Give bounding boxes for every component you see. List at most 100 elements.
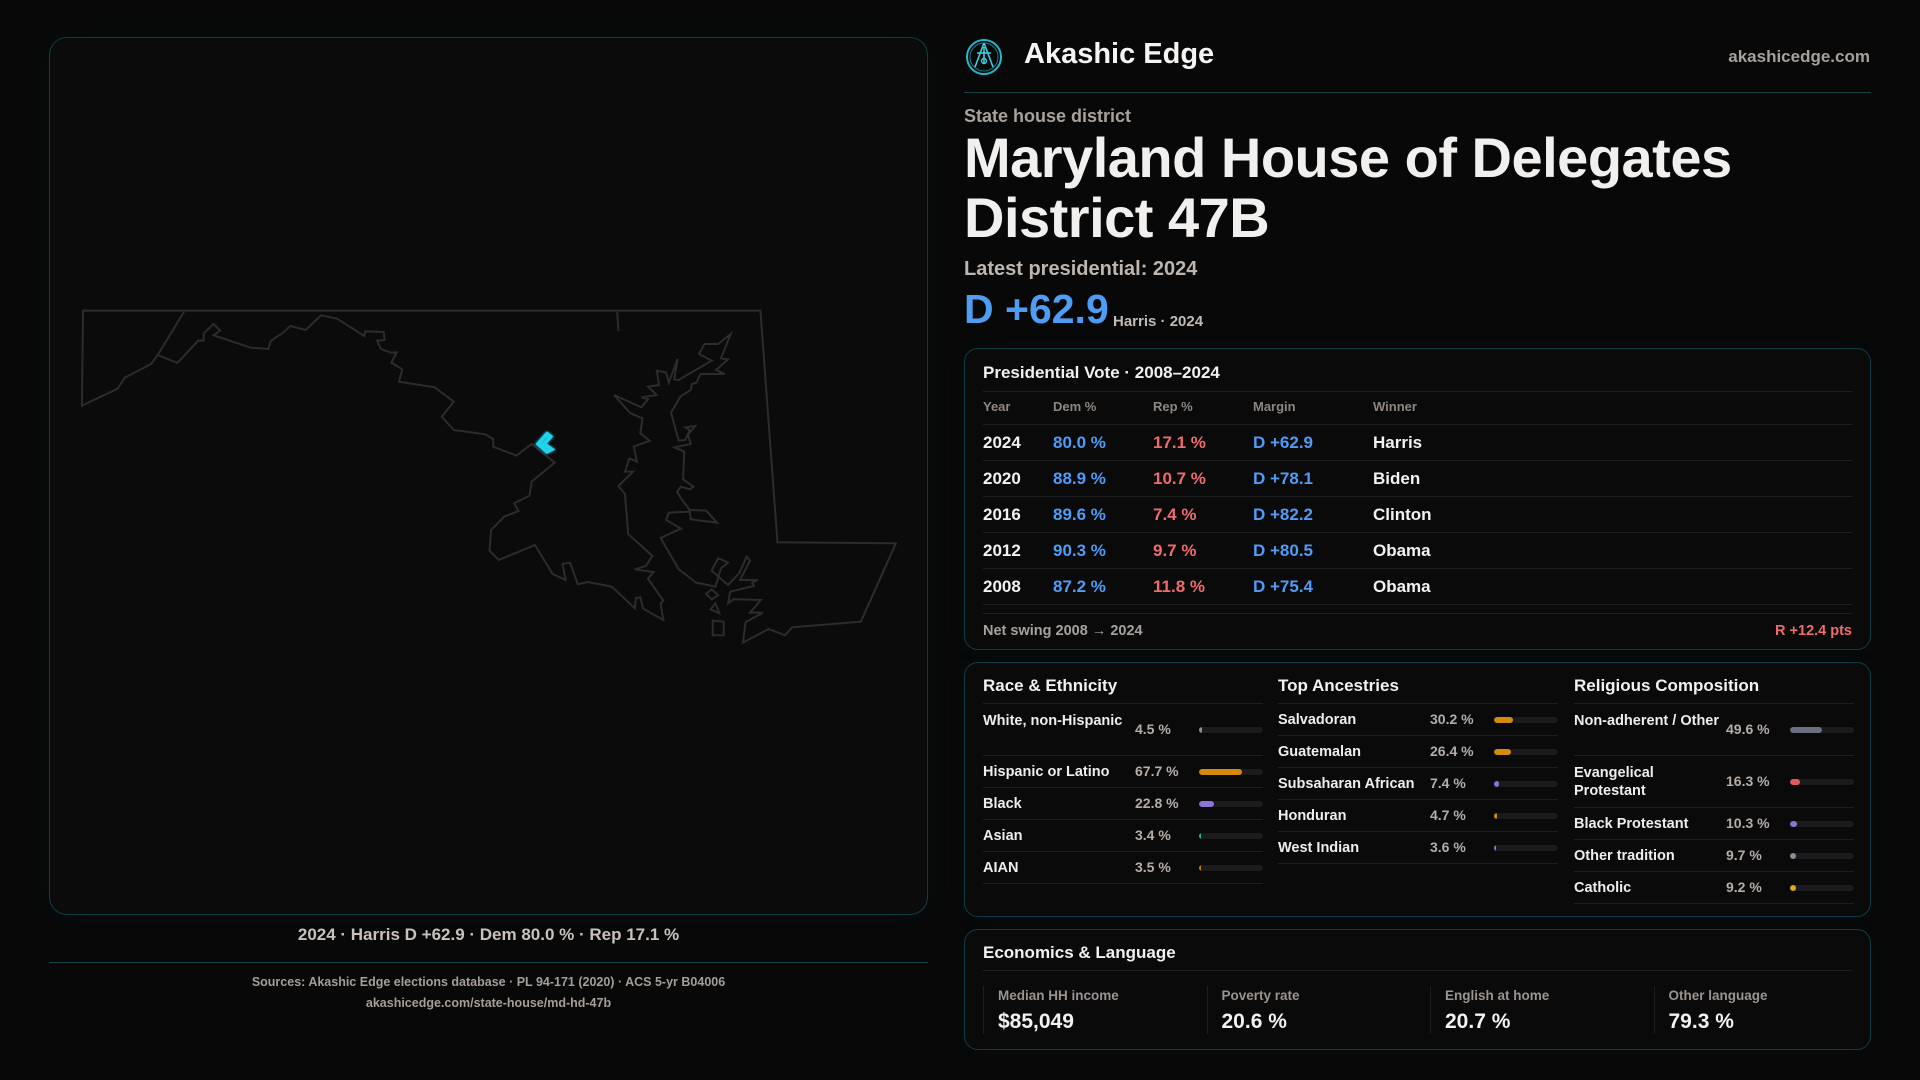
cell-dem: 87.2 %: [1053, 577, 1106, 596]
district-type: State house district: [964, 106, 1132, 126]
cell-margin: D +82.2: [1253, 505, 1314, 524]
item-bar: [1790, 885, 1854, 891]
cell-rep: 17.1 %: [1153, 433, 1206, 452]
item-value: 26.4 %: [1430, 743, 1474, 759]
site-link[interactable]: akashicedge.com: [1728, 47, 1870, 66]
item-bar-fill: [1790, 885, 1796, 891]
cell-winner: Obama: [1373, 577, 1431, 596]
cell-year: 2012: [983, 541, 1021, 560]
cell-rep: 9.7 %: [1153, 541, 1197, 560]
divider: [983, 460, 1852, 461]
item-value: 10.3 %: [1726, 815, 1770, 831]
map-caption: 2024 · Harris D +62.9 · Dem 80.0 % · Rep…: [297, 925, 680, 944]
cell-rep: 7.4 %: [1153, 505, 1197, 524]
presidential-vote-card: Presidential Vote · 2008–2024 Year Dem % R…: [964, 348, 1871, 650]
column-header: Year: [983, 399, 1011, 414]
stat-label: Other language: [1668, 988, 1768, 1003]
stat-value: 20.7 %: [1445, 1010, 1511, 1033]
ancestries-section: Top Ancestries Salvadoran 30.2 % Guatemal…: [1278, 663, 1558, 916]
stat-divider: [1430, 986, 1431, 1034]
headline-margin-sub: Harris · 2024: [1113, 313, 1204, 330]
table-row[interactable]: 2020 88.9 % 10.7 % D +78.1 Biden: [965, 461, 1870, 497]
item-bar: [1199, 833, 1263, 839]
net-swing-value: R +12.4 pts: [1775, 623, 1852, 639]
cell-year: 2016: [983, 505, 1021, 524]
map-panel[interactable]: [49, 37, 928, 915]
akashic-seal-icon: [966, 39, 1002, 75]
item-bar-fill: [1494, 845, 1497, 851]
cell-year: 2020: [983, 469, 1021, 488]
item-bar: [1199, 801, 1263, 807]
divider: [983, 703, 1263, 704]
divider: [983, 532, 1852, 533]
item-value: 9.2 %: [1726, 879, 1762, 895]
item-bar: [1790, 727, 1854, 733]
stat-divider: [1653, 986, 1655, 1034]
item-label: Black Protestant: [1574, 816, 1689, 832]
divider: [1278, 703, 1558, 704]
item-label: Non-adherent / Other: [1574, 713, 1720, 729]
item-label: Subsaharan African: [1278, 776, 1415, 792]
stat-divider: [983, 986, 984, 1034]
religion-section: Religious Composition Non-adherent / Othe…: [1574, 663, 1854, 916]
item-value: 3.6 %: [1430, 839, 1466, 855]
item-bar-fill: [1790, 779, 1801, 785]
table-row[interactable]: 2012 90.3 % 9.7 % D +80.5 Obama: [965, 533, 1870, 569]
item-value: 3.4 %: [1135, 827, 1171, 843]
item-value: 67.7 %: [1135, 763, 1179, 779]
cell-margin: D +78.1: [1253, 469, 1314, 488]
divider: [983, 604, 1852, 605]
page-url[interactable]: akashicedge.com/state-house/md-hd-47b: [365, 996, 612, 1010]
item-label: Guatemalan: [1278, 744, 1361, 760]
item-label: West Indian: [1278, 840, 1360, 856]
divider: [983, 496, 1852, 497]
item-value: 4.5 %: [1135, 721, 1171, 737]
list-item: Evangelical Protestant 16.3 %: [1574, 756, 1854, 808]
section-title: Religious Composition: [1574, 676, 1760, 695]
divider: [983, 391, 1852, 392]
cell-dem: 80.0 %: [1053, 433, 1106, 452]
item-bar: [1790, 853, 1854, 859]
item-label: Catholic: [1574, 880, 1632, 896]
cell-margin: D +75.4: [1253, 577, 1314, 596]
cell-winner: Clinton: [1373, 505, 1432, 524]
list-item: AIAN 3.5 %: [983, 852, 1263, 884]
item-bar: [1790, 779, 1854, 785]
column-header: Margin: [1253, 399, 1296, 414]
list-item: Black 22.8 %: [983, 788, 1263, 820]
list-item: Non-adherent / Other 49.6 %: [1574, 704, 1854, 756]
list-item: Honduran 4.7 %: [1278, 800, 1558, 832]
list-item: Catholic 9.2 %: [1574, 872, 1854, 904]
card-title: Economics & Language: [983, 943, 1176, 962]
item-bar: [1199, 727, 1263, 733]
item-bar: [1790, 821, 1854, 827]
table-row[interactable]: 2024 80.0 % 17.1 % D +62.9 Harris: [965, 425, 1870, 461]
cell-dem: 89.6 %: [1053, 505, 1106, 524]
list-item: Salvadoran 30.2 %: [1278, 704, 1558, 736]
item-label: Black: [983, 796, 1022, 812]
list-item: Hispanic or Latino 67.7 %: [983, 756, 1263, 788]
section-title: Top Ancestries: [1278, 676, 1399, 695]
cell-rep: 11.8 %: [1153, 577, 1205, 596]
item-value: 3.5 %: [1135, 859, 1171, 875]
item-label: Evangelical Protestant: [1574, 765, 1654, 799]
item-value: 22.8 %: [1135, 795, 1179, 811]
item-bar-fill: [1790, 727, 1822, 733]
divider: [983, 568, 1852, 569]
stat-value: 79.3 %: [1668, 1010, 1734, 1033]
race-ethnicity-section: Race & Ethnicity White, non-Hispanic 4.5 …: [983, 663, 1263, 916]
cell-year: 2024: [983, 433, 1021, 452]
list-item: White, non-Hispanic 4.5 %: [983, 704, 1263, 756]
header-divider: [964, 92, 1871, 93]
table-row[interactable]: 2008 87.2 % 11.8 % D +75.4 Obama: [965, 569, 1870, 605]
divider: [983, 613, 1852, 614]
item-bar-fill: [1199, 865, 1202, 871]
cell-winner: Harris: [1373, 433, 1423, 452]
stat-value: $85,049: [998, 1010, 1074, 1033]
item-bar: [1494, 813, 1558, 819]
column-header: Rep %: [1153, 399, 1193, 414]
table-row[interactable]: 2016 89.6 % 7.4 % D +82.2 Clinton: [965, 497, 1870, 533]
cell-margin: D +80.5: [1253, 541, 1314, 560]
latest-presidential: Latest presidential: 2024: [964, 258, 1198, 280]
item-label: Honduran: [1278, 808, 1347, 824]
